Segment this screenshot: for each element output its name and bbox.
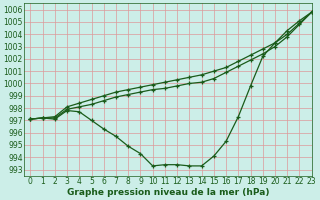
X-axis label: Graphe pression niveau de la mer (hPa): Graphe pression niveau de la mer (hPa) xyxy=(67,188,269,197)
